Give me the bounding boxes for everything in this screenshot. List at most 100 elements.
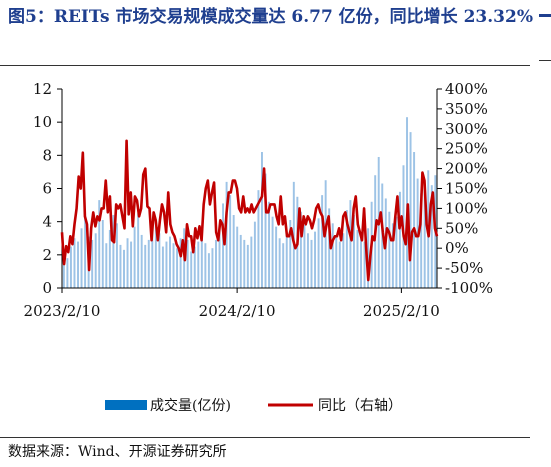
y-right-tick-label: 400% xyxy=(445,80,488,98)
volume-bar xyxy=(169,236,171,288)
volume-bar xyxy=(345,210,348,288)
volume-bar xyxy=(310,239,313,288)
y-left-tick-label: 12 xyxy=(33,80,52,98)
volume-bar xyxy=(430,185,433,288)
y-left-tick-label: 2 xyxy=(42,246,52,264)
volume-bar xyxy=(328,208,331,288)
line-series xyxy=(60,139,439,282)
volume-bar xyxy=(321,195,324,288)
volume-bar xyxy=(161,246,164,288)
volume-bar xyxy=(193,246,196,288)
volume-bar xyxy=(363,241,366,288)
volume-bar xyxy=(80,228,83,288)
volume-bar xyxy=(246,244,249,288)
volume-bar xyxy=(268,201,271,288)
volume-bar xyxy=(154,221,157,288)
chart: 0 2 4 6 8 10 12 -100% -50% 0% 50% 100%150% 200% 250% 3… xyxy=(24,80,493,414)
volume-bar xyxy=(303,224,306,288)
volume-bar xyxy=(338,241,341,288)
volume-bar xyxy=(204,243,207,288)
volume-bar xyxy=(115,223,118,288)
next-panel-marker xyxy=(539,14,551,17)
volume-bar xyxy=(292,181,295,288)
volume-bar xyxy=(278,238,281,288)
volume-bar xyxy=(222,203,225,288)
volume-bar xyxy=(144,244,147,288)
volume-bar xyxy=(123,249,125,288)
volume-bar xyxy=(423,183,426,288)
volume-bar xyxy=(342,233,345,288)
volume-bar xyxy=(229,195,232,288)
volume-bar xyxy=(264,173,267,288)
volume-bar xyxy=(314,231,317,288)
volume-bar xyxy=(250,236,253,288)
y-right-tick-label: 350% xyxy=(445,100,488,118)
y-left-tick-label: 4 xyxy=(42,213,52,231)
volume-bar xyxy=(190,251,193,288)
volume-bar xyxy=(239,234,242,288)
volume-bar xyxy=(126,238,129,288)
volume-bar xyxy=(84,218,87,288)
next-panel-rule xyxy=(539,60,551,61)
x-tick-label: 2024/2/10 xyxy=(199,302,276,320)
volume-bar xyxy=(62,251,65,288)
volume-bar xyxy=(349,200,352,288)
volume-bar xyxy=(211,248,214,288)
volume-bar xyxy=(236,226,239,288)
y-left-tick-label: 6 xyxy=(42,180,52,198)
yoy-line xyxy=(60,139,439,282)
y-right-tick-label: 150% xyxy=(445,180,488,198)
y-right-tick-label: 200% xyxy=(445,160,488,178)
volume-bar xyxy=(299,211,302,288)
volume-bar xyxy=(253,221,256,288)
volume-bar xyxy=(360,238,362,288)
source-note: 数据来源：Wind、开源证券研究所 xyxy=(8,444,227,460)
volume-bar xyxy=(207,253,210,288)
volume-bar xyxy=(119,244,122,288)
page-title: 图5：REITs 市场交易规模成交量达 6.77 亿份，同比增长 23.32% xyxy=(8,7,533,27)
y-right-tick-label: 300% xyxy=(445,120,488,138)
volume-bar xyxy=(406,117,408,288)
volume-bar xyxy=(409,132,412,288)
legend-swatch-volume xyxy=(105,400,147,410)
chart-axes: 0 2 4 6 8 10 12 -100% -50% 0% 50% 100%150% 200% 250% 3… xyxy=(24,80,493,320)
volume-bar xyxy=(112,215,115,288)
volume-bar xyxy=(77,241,79,288)
volume-bar xyxy=(395,216,398,288)
volume-bar xyxy=(356,229,359,288)
legend-label-yoy: 同比（右轴） xyxy=(318,398,402,414)
volume-bar xyxy=(94,233,97,288)
volume-bar xyxy=(218,224,221,288)
source-divider xyxy=(0,437,530,438)
volume-bar xyxy=(200,233,203,288)
title-divider xyxy=(0,65,530,66)
volume-bar xyxy=(352,215,355,288)
volume-bar xyxy=(108,229,111,288)
volume-bar xyxy=(335,236,338,288)
volume-bar xyxy=(69,246,72,288)
y-left-tick-label: 10 xyxy=(33,113,52,131)
volume-bar xyxy=(232,215,235,288)
volume-bar xyxy=(158,233,161,288)
volume-bar xyxy=(176,248,179,288)
y-left-tick-label: 0 xyxy=(42,279,52,297)
volume-bar xyxy=(147,239,150,288)
volume-bar xyxy=(282,243,285,288)
volume-bar xyxy=(275,226,278,288)
volume-bar xyxy=(388,211,391,288)
volume-bar xyxy=(73,238,76,288)
volume-bar xyxy=(140,234,143,288)
x-tick-label: 2023/2/10 xyxy=(24,302,101,320)
volume-bar xyxy=(398,191,401,288)
y-right-tick-label: 100% xyxy=(445,199,488,217)
volume-bar xyxy=(165,241,168,288)
volume-bar xyxy=(261,152,263,288)
volume-bar xyxy=(285,234,288,288)
volume-bar xyxy=(289,220,292,288)
volume-bar xyxy=(317,218,320,288)
volume-bar xyxy=(391,223,394,288)
volume-bar xyxy=(66,258,69,288)
legend-label-volume: 成交量(亿份) xyxy=(150,397,231,414)
volume-bar xyxy=(186,239,189,288)
volume-bar xyxy=(215,239,217,288)
